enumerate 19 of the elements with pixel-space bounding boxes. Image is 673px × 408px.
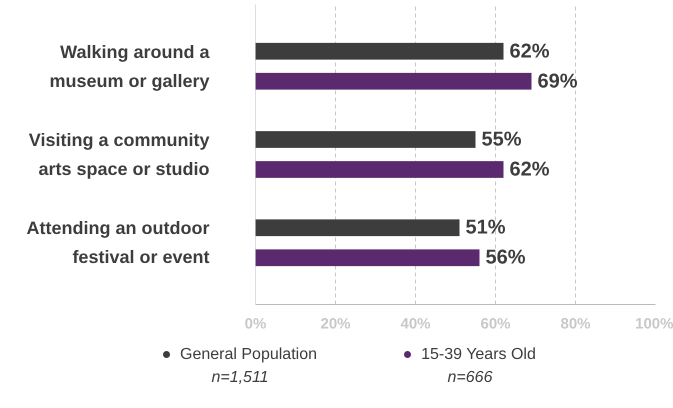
data-label: 55% [482,128,522,150]
bar [256,72,532,90]
data-label: 69% [538,70,578,92]
bar [256,249,480,266]
legend-label: 15-39 Years Old [421,346,536,363]
bar [256,131,476,148]
bar [256,219,460,236]
legend-label: General Population [180,346,317,363]
data-label: 62% [510,158,550,180]
text: n=666 [448,369,492,386]
data-label: 62% [510,40,550,62]
text: n=1,511 [211,369,269,386]
y-tick-label: Visiting a community arts space or studio [28,130,210,179]
bar [256,42,504,60]
bar [256,161,504,178]
y-tick-label: Attending an outdoor festival or event [26,218,210,268]
y-tick-label: Walking around a museum or gallery [49,42,210,91]
data-label: 51% [466,216,506,239]
data-label: 56% [486,246,526,269]
